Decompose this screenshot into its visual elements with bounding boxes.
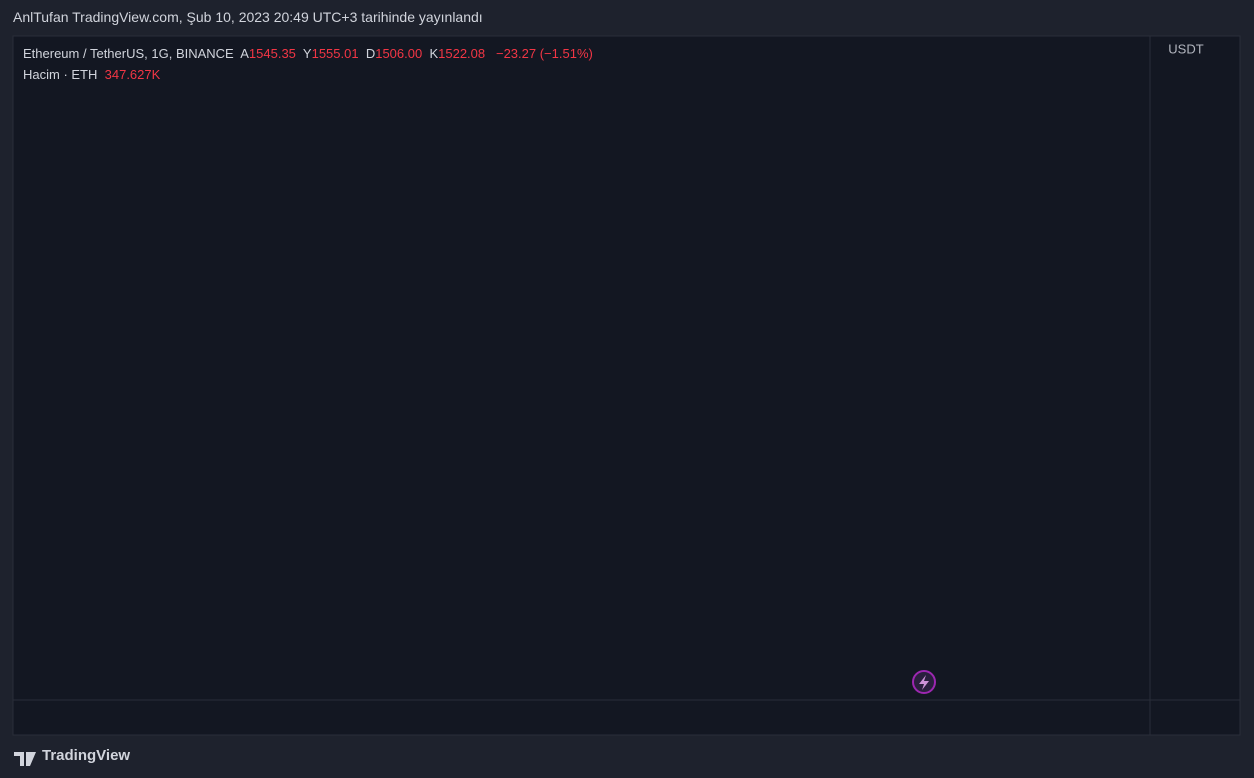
- symbol: Ethereum / TetherUS, 1G, BINANCE: [23, 46, 234, 61]
- ohlc-letter: D: [365, 46, 376, 61]
- volume-value: 347.627K: [104, 67, 161, 82]
- ohlc-letter: Y: [302, 46, 312, 61]
- legend-volume: Hacim · ETH 347.627K: [23, 67, 160, 82]
- brand-logo: [14, 752, 36, 766]
- chart-panel: [12, 35, 1241, 736]
- page-header: AnlTufan TradingView.com, Şub 10, 2023 2…: [13, 9, 483, 25]
- change: −23.27 (−1.51%): [495, 46, 593, 61]
- ohlc-letter: A: [240, 46, 249, 61]
- brand: TradingView: [42, 747, 131, 764]
- ohlc: A1545.35 Y1555.01 D1506.00 K1522.08: [240, 46, 492, 61]
- ohlc-value: 1555.01: [311, 46, 359, 61]
- currency: USDT: [1168, 41, 1203, 56]
- ohlc-value: 1545.35: [248, 46, 296, 61]
- ohlc-letter: K: [429, 46, 439, 61]
- ohlc-value: 1506.00: [375, 46, 423, 61]
- legend-main: Ethereum / TetherUS, 1G, BINANCE A1545.3…: [23, 46, 593, 61]
- volume-title: Hacim · ETH: [23, 67, 98, 82]
- alert-bolt: [919, 675, 929, 690]
- ohlc-value: 1522.08: [438, 46, 486, 61]
